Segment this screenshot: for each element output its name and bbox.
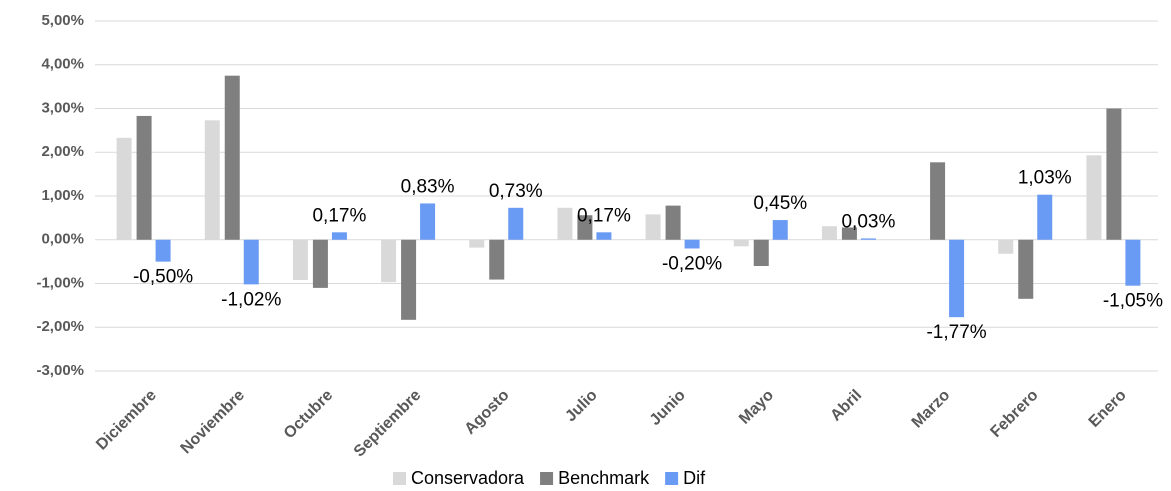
bar [508, 207, 524, 240]
y-tick-label: -2,00% [36, 318, 84, 335]
data-label: -0,50% [133, 267, 193, 288]
bar [489, 239, 505, 280]
y-tick-label: 4,00% [41, 56, 84, 73]
x-tick-label: Marzo [909, 387, 954, 432]
bar [753, 239, 769, 266]
bar [204, 120, 220, 240]
bar [469, 239, 485, 248]
bar [381, 239, 397, 283]
bar [665, 205, 681, 240]
y-tick-label: -3,00% [36, 362, 84, 379]
x-tick-label: Septiembre [351, 387, 425, 461]
bar [1018, 239, 1034, 299]
bar [243, 239, 259, 285]
bar [401, 239, 417, 320]
bar [684, 239, 700, 249]
bar [577, 215, 593, 240]
bar [596, 232, 612, 240]
x-tick-label: Diciembre [93, 387, 160, 454]
bar [136, 115, 152, 240]
bar [420, 203, 436, 240]
data-label: 0,73% [489, 181, 543, 202]
x-tick-label: Enero [1086, 387, 1130, 431]
bar [1037, 194, 1053, 240]
bar [331, 232, 347, 240]
data-label: -0,20% [662, 254, 722, 275]
bar [1106, 108, 1122, 240]
data-label: 0,83% [401, 176, 455, 197]
bar [557, 207, 573, 240]
bar [998, 239, 1014, 254]
y-tick-label: 1,00% [41, 187, 84, 204]
y-tick-label: 3,00% [41, 99, 84, 116]
data-label: -1,77% [926, 322, 986, 343]
bar [821, 226, 837, 240]
legend-swatch [393, 472, 406, 485]
bar [1086, 155, 1102, 240]
bar [1125, 239, 1141, 286]
y-tick-label: 5,00% [41, 12, 84, 29]
bar [645, 214, 661, 240]
data-label: 0,17% [577, 205, 631, 226]
legend-swatch [540, 472, 554, 485]
data-label: 0,45% [753, 193, 807, 214]
bar [930, 162, 946, 240]
y-tick-label: 2,00% [41, 143, 84, 160]
x-tick-label: Mayo [736, 387, 777, 428]
legend-label: Conservadora [411, 468, 525, 488]
x-tick-label: Julio [562, 387, 601, 426]
legend-label: Benchmark [558, 468, 650, 488]
x-tick-label: Octubre [281, 387, 336, 442]
bar [841, 227, 857, 240]
data-label: -1,05% [1103, 291, 1163, 312]
data-label: -1,02% [221, 289, 281, 310]
bar [733, 239, 749, 247]
x-tick-label: Febrero [987, 387, 1041, 441]
legend-label: Dif [683, 468, 706, 488]
x-tick-label: Junio [647, 387, 689, 429]
y-tick-label: -1,00% [36, 274, 84, 291]
bar [292, 239, 308, 280]
bar [949, 239, 965, 318]
data-label: 0,03% [841, 211, 895, 232]
bar [772, 220, 788, 240]
x-tick-label: Agosto [462, 387, 513, 438]
bar [860, 238, 876, 240]
bar [155, 239, 171, 262]
bar [224, 75, 240, 240]
y-tick-label: 0,00% [41, 231, 84, 248]
bar [116, 137, 132, 240]
legend-swatch [665, 472, 679, 485]
x-tick-label: Noviembre [178, 387, 249, 458]
data-label: 0,17% [312, 205, 366, 226]
x-tick-label: Abril [827, 387, 865, 425]
data-label: 1,03% [1018, 168, 1072, 189]
bar [312, 239, 328, 288]
